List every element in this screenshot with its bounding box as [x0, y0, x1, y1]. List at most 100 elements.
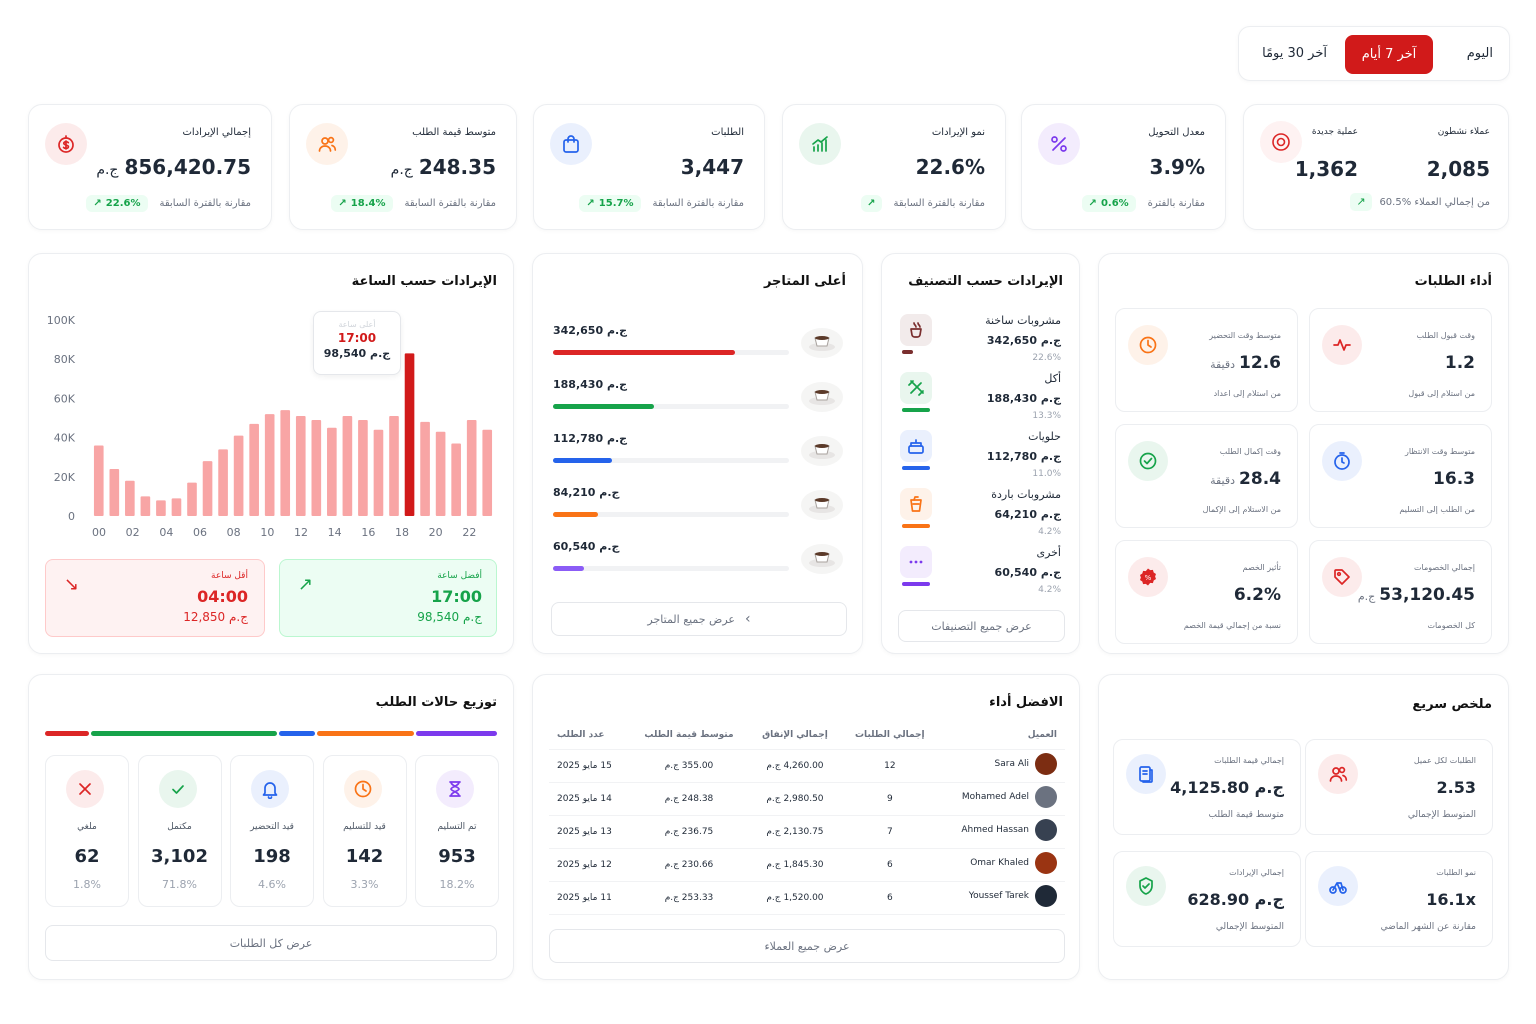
status-card[interactable]: ملغي 62 1.8% — [45, 755, 129, 907]
chart-bar[interactable] — [482, 429, 493, 516]
chart-bar[interactable] — [280, 410, 291, 516]
summary-label: الطلبات لكل عميل — [1413, 756, 1476, 765]
top-stores-title: أعلى المتاجر — [763, 274, 846, 289]
users-icon — [306, 123, 348, 165]
category-value: 60,540 ج.م — [994, 566, 1061, 579]
category-value: 188,430 ج.م — [986, 392, 1061, 405]
chart-bar[interactable] — [125, 480, 135, 516]
chart-bar[interactable] — [233, 435, 244, 516]
view-all-orders-label: عرض كل الطلبات — [229, 936, 313, 950]
hourglass-icon — [436, 770, 474, 808]
summary-sub: المتوسط الإجمالي — [1407, 810, 1476, 820]
chart-bar[interactable] — [264, 414, 275, 516]
customer-date: 14 مايو 2025 — [549, 782, 630, 816]
dollar-icon — [45, 123, 87, 165]
metric-value: 53,120.45 ج.م — [1357, 585, 1475, 605]
table-row[interactable]: Youssef Tarek 6 1,520.00 ج.م 253.33 ج.م 11 م… — [549, 881, 1065, 915]
table-row[interactable]: Ahmed Hassan 7 2,130.75 ج.م 236.75 ج.م 13 ما… — [549, 815, 1065, 849]
store-product-icon — [801, 436, 843, 466]
view-all-categories-button[interactable]: عرض جميع التصنيفات — [898, 610, 1065, 642]
summary-label: نمو الطلبات — [1436, 868, 1476, 877]
summary-label: إجمالي قيمة الطلبات — [1214, 756, 1284, 765]
arrow-down-right-icon: ↘ — [64, 574, 80, 595]
new-customers-label: عملية جديدة — [1311, 127, 1358, 137]
chart-bar[interactable] — [466, 419, 477, 516]
x-tick-label: 00 — [92, 526, 106, 539]
customer-spend: 2,130.75 ج.م — [748, 815, 842, 849]
status-card[interactable]: قيد للتسليم 142 3.3% — [322, 755, 407, 907]
table-row[interactable]: Sara Ali 12 4,260.00 ج.م 355.00 ج.م 15 مايو … — [549, 749, 1065, 783]
chart-bar[interactable] — [156, 500, 166, 516]
x-tick-label: 08 — [227, 526, 241, 539]
status-bar-segment — [316, 731, 415, 736]
status-label: ملغي — [77, 822, 97, 832]
chart-bar[interactable] — [171, 498, 182, 516]
table-row[interactable]: Mohamed Adel 9 2,980.50 ج.م 248.38 ج.م 14 ما… — [549, 782, 1065, 816]
chart-bar[interactable] — [295, 416, 306, 516]
view-all-stores-button[interactable]: عرض جميع المتاجر ‹ — [551, 602, 847, 636]
quick-summary-title: ملخص سريع — [1412, 697, 1492, 712]
chart-bar[interactable] — [373, 429, 384, 516]
tab-last-30-days[interactable]: آخر 30 يومًا — [1262, 46, 1327, 61]
chart-bar[interactable] — [202, 461, 213, 516]
store-revenue: 342,650 ج.م — [553, 324, 628, 337]
chart-bar[interactable] — [451, 443, 461, 516]
status-card[interactable]: قيد التحضير 198 4.6% — [230, 755, 314, 907]
chart-bar[interactable] — [404, 353, 415, 516]
kpi-card: نمو الإيرادات 22.6% مقارنة بالفترة السابقة… — [782, 104, 1006, 230]
kpi-value: 248.35 ج.م — [390, 155, 496, 179]
view-all-orders-button[interactable]: عرض كل الطلبات — [45, 925, 497, 961]
category-name: أكل — [1044, 372, 1061, 385]
chart-bar[interactable] — [358, 419, 368, 516]
x-tick-label: 06 — [193, 526, 207, 539]
customer-avg: 248.38 ج.م — [629, 782, 749, 816]
customer-date: 13 مايو 2025 — [549, 815, 630, 849]
category-bar — [902, 466, 930, 470]
chart-bar[interactable] — [420, 421, 430, 516]
chart-bar[interactable] — [218, 449, 228, 516]
metric-sub: من استلام إلى قبول — [1408, 389, 1475, 398]
chart-bar[interactable] — [311, 419, 322, 516]
tab-last-7-days[interactable]: آخر 7 أيام — [1345, 35, 1433, 74]
status-card[interactable]: مكتمل 3,102 71.8% — [137, 755, 222, 907]
clock-icon — [1128, 325, 1168, 365]
tab-today[interactable]: اليوم — [1466, 46, 1493, 61]
tooltip-time: 17:00 — [337, 331, 377, 345]
status-card[interactable]: تم التسليم 953 18.2% — [415, 755, 499, 907]
x-tick-label: 02 — [126, 526, 140, 539]
store-bar-fill — [553, 458, 612, 463]
table-row[interactable]: Omar Khaled 6 1,845.30 ج.م 230.66 ج.م 12 ماي… — [549, 848, 1065, 882]
table-header: إجمالي الطلبات — [841, 721, 939, 750]
metric-value: 1.2 — [1444, 353, 1475, 373]
chart-bar[interactable] — [109, 468, 120, 516]
chart-bar[interactable] — [342, 416, 353, 516]
view-all-customers-button[interactable]: عرض جميع العملاء — [549, 929, 1065, 963]
kpi-card-customers: عملاء نشطون 2,085 عملية جديدة 1,362 60.5… — [1243, 104, 1509, 230]
chart-bar[interactable] — [93, 445, 104, 516]
avatar — [1035, 753, 1057, 775]
chart-bar[interactable] — [140, 496, 151, 516]
chart-bar[interactable] — [389, 416, 399, 516]
bag-icon — [550, 123, 592, 165]
store-bar-fill — [553, 404, 654, 409]
avatar — [1035, 786, 1057, 808]
arrow-up-right-icon: ↗ — [298, 574, 314, 595]
summary-value: 628.90 ج.م — [1187, 890, 1284, 909]
category-value: 342,650 ج.م — [986, 334, 1061, 347]
check-icon — [158, 770, 197, 808]
quick-summary-card: ملخص سريع الطلبات لكل عميل 2.53 المتوسط ال… — [1098, 674, 1509, 980]
chart-bar[interactable] — [249, 423, 259, 516]
shield-check-icon — [1126, 866, 1166, 906]
best-hour-label: أفضل ساعة — [437, 571, 482, 581]
customer-orders: 9 — [841, 782, 939, 816]
chart-bar[interactable] — [327, 427, 337, 516]
growth-chart-icon — [799, 123, 841, 165]
kpi-card: متوسط قيمة الطلب 248.35 ج.م مقارنة بالفترة … — [289, 104, 517, 230]
view-all-categories-label: عرض جميع التصنيفات — [931, 619, 1032, 633]
store-bar-fill — [553, 512, 598, 517]
chart-bar[interactable] — [435, 431, 446, 516]
kpi-title: متوسط قيمة الطلب — [412, 127, 496, 138]
store-revenue: 112,780 ج.م — [553, 432, 628, 445]
chart-bar[interactable] — [187, 482, 197, 516]
kpi-value: 3.9% — [1149, 155, 1205, 179]
